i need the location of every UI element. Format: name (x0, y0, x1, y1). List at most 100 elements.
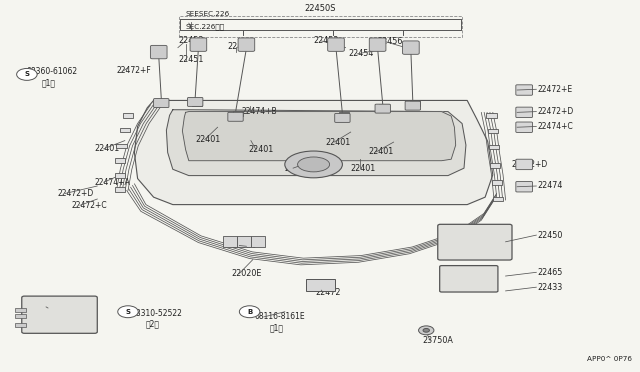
Text: 22465: 22465 (538, 268, 563, 277)
Bar (179, 16, 462, 37)
Bar (492, 180, 502, 185)
Bar (493, 197, 503, 201)
Text: 22472: 22472 (315, 288, 340, 296)
Text: 22020E: 22020E (232, 269, 262, 278)
Text: 08360-61062: 08360-61062 (27, 67, 78, 76)
Bar (339, 112, 349, 117)
FancyBboxPatch shape (403, 41, 419, 54)
FancyBboxPatch shape (22, 296, 97, 333)
FancyBboxPatch shape (228, 112, 243, 121)
Text: 22455: 22455 (227, 42, 253, 51)
FancyBboxPatch shape (190, 38, 207, 51)
Text: 22451: 22451 (178, 55, 204, 64)
FancyBboxPatch shape (154, 99, 169, 108)
Circle shape (423, 328, 429, 332)
Text: 22472+E: 22472+E (538, 85, 573, 94)
Text: S: S (24, 71, 29, 77)
FancyBboxPatch shape (440, 266, 498, 292)
Text: 22450: 22450 (538, 231, 563, 240)
Text: 22472+D: 22472+D (538, 107, 574, 116)
Text: 22401: 22401 (248, 145, 273, 154)
FancyBboxPatch shape (375, 104, 390, 113)
Text: S: S (125, 309, 131, 315)
FancyBboxPatch shape (328, 38, 344, 51)
Ellipse shape (298, 157, 330, 172)
Bar (488, 129, 498, 133)
Bar (115, 173, 125, 178)
Bar (410, 101, 420, 106)
FancyBboxPatch shape (516, 182, 532, 192)
FancyBboxPatch shape (369, 38, 386, 51)
Ellipse shape (285, 151, 342, 178)
Text: APP0^ 0P76: APP0^ 0P76 (588, 356, 632, 362)
Text: 08310-52522: 08310-52522 (131, 309, 182, 318)
Bar (233, 111, 243, 116)
Text: 22401: 22401 (368, 147, 393, 156)
Bar (486, 113, 497, 118)
Bar (123, 113, 133, 118)
FancyBboxPatch shape (238, 38, 255, 51)
Text: 22450S: 22450S (304, 4, 336, 13)
Text: 22474+B: 22474+B (242, 107, 278, 116)
Polygon shape (182, 112, 456, 161)
Text: （1）: （1） (42, 78, 56, 87)
Text: 22401: 22401 (95, 144, 120, 153)
FancyBboxPatch shape (223, 236, 237, 247)
Text: 22401: 22401 (325, 138, 350, 147)
Bar (158, 102, 168, 106)
Text: 22472+D: 22472+D (512, 160, 548, 169)
FancyBboxPatch shape (335, 113, 350, 122)
Bar (490, 163, 500, 168)
Text: 22472+D: 22472+D (58, 189, 94, 198)
Text: SEC.226参照: SEC.226参照 (186, 23, 225, 30)
Bar (379, 104, 389, 108)
Bar (115, 187, 125, 192)
Text: 22433: 22433 (538, 283, 563, 292)
Text: B: B (247, 309, 252, 315)
FancyBboxPatch shape (516, 107, 532, 118)
Text: 22454: 22454 (349, 49, 374, 58)
FancyBboxPatch shape (188, 97, 203, 106)
Text: SEESEC.226: SEESEC.226 (186, 11, 230, 17)
FancyBboxPatch shape (15, 308, 26, 312)
FancyBboxPatch shape (15, 314, 26, 318)
Text: 22474+B: 22474+B (285, 164, 321, 173)
Circle shape (118, 306, 138, 318)
FancyBboxPatch shape (516, 85, 532, 95)
Text: 22456: 22456 (378, 37, 403, 46)
Bar (192, 101, 202, 106)
FancyBboxPatch shape (237, 236, 251, 247)
Text: 22453: 22453 (178, 36, 204, 45)
Text: 23750A: 23750A (422, 336, 453, 345)
FancyBboxPatch shape (438, 224, 512, 260)
FancyBboxPatch shape (150, 45, 167, 59)
Text: 22474+C: 22474+C (538, 122, 573, 131)
FancyBboxPatch shape (15, 323, 26, 327)
Text: 22401: 22401 (351, 164, 376, 173)
Circle shape (17, 68, 37, 80)
FancyBboxPatch shape (516, 122, 532, 132)
Bar (120, 128, 130, 132)
Text: 22472+F: 22472+F (116, 66, 151, 75)
Text: 22474+A: 22474+A (95, 178, 131, 187)
Text: 22474: 22474 (538, 182, 563, 190)
Text: 22020: 22020 (232, 241, 257, 250)
Text: 08116-8161E: 08116-8161E (255, 312, 305, 321)
Circle shape (419, 326, 434, 335)
Circle shape (239, 306, 260, 318)
Polygon shape (134, 100, 493, 205)
FancyBboxPatch shape (516, 159, 532, 170)
Text: 22401: 22401 (195, 135, 220, 144)
Text: （1）: （1） (270, 323, 284, 332)
Bar (116, 144, 127, 148)
Polygon shape (166, 110, 466, 176)
Text: 22472+C: 22472+C (72, 201, 108, 210)
Bar (489, 145, 499, 149)
Text: 22172: 22172 (40, 304, 65, 312)
Text: （2）: （2） (146, 319, 160, 328)
FancyBboxPatch shape (405, 101, 420, 110)
FancyBboxPatch shape (251, 236, 265, 247)
Bar (115, 158, 125, 163)
Text: 22452: 22452 (314, 36, 339, 45)
FancyBboxPatch shape (306, 279, 335, 291)
